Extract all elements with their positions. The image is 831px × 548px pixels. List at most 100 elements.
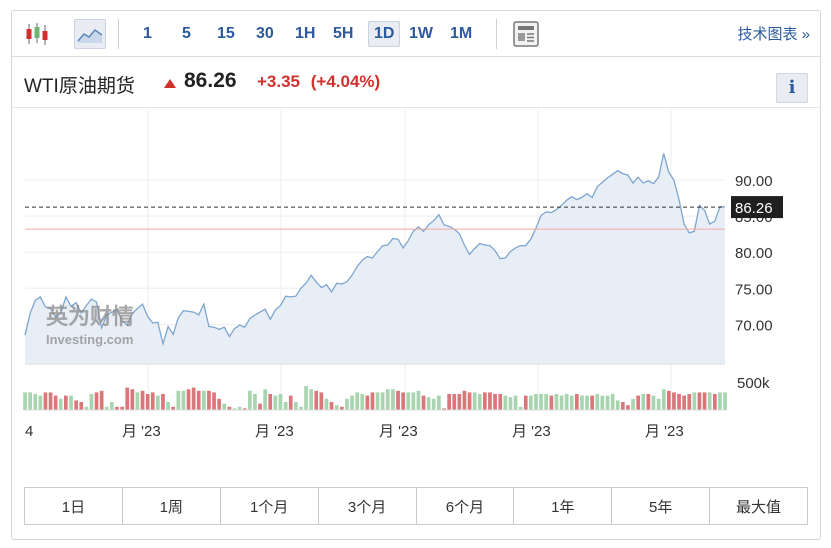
volume-bar <box>130 389 135 410</box>
interval-5h[interactable]: 5H <box>333 25 354 42</box>
volume-bar <box>84 406 89 410</box>
volume-bar <box>661 389 666 410</box>
interval-1w[interactable]: 1W <box>409 25 433 42</box>
volume-bar <box>375 392 380 410</box>
volume-bar <box>391 389 395 410</box>
volume-bar <box>232 408 237 410</box>
technical-chart-link[interactable]: 技术图表 » <box>737 26 810 43</box>
volume-bar <box>406 392 411 410</box>
quote-header: WTI原油期货 86.26 +3.35 (+4.04%) i <box>12 57 820 107</box>
info-button[interactable]: i <box>776 73 808 103</box>
volume-bar <box>248 390 252 410</box>
volume-bar <box>345 398 349 410</box>
volume-bar <box>707 392 712 410</box>
volume-bar <box>176 390 181 410</box>
volume-bar <box>186 389 191 410</box>
price-change-abs: +3.35 <box>257 72 301 91</box>
volume-bar <box>600 395 605 410</box>
x-tick-label: 月 '23 <box>122 423 161 440</box>
volume-bar <box>58 398 63 410</box>
area-chart-icon[interactable] <box>74 19 106 49</box>
volume-bar <box>196 390 201 410</box>
volume-bar <box>529 395 533 410</box>
volume-bar <box>237 406 242 410</box>
volume-bar <box>508 397 513 410</box>
volume-bar <box>268 394 273 410</box>
y-tick-label: 80.00 <box>735 245 773 262</box>
range-button-7[interactable]: 最大值 <box>736 498 782 516</box>
last-price: 86.26 <box>184 69 237 92</box>
volume-bar <box>697 392 702 410</box>
volume-bar <box>462 390 467 410</box>
volume-bar <box>723 392 727 410</box>
volume-bar <box>411 392 416 410</box>
interval-1h[interactable]: 1H <box>295 25 316 42</box>
interval-30[interactable]: 30 <box>256 25 274 42</box>
price-change-pct: (+4.04%) <box>310 72 381 91</box>
volume-bar <box>304 386 308 410</box>
y-tick-label: 90.00 <box>735 173 773 190</box>
volume-bar <box>370 392 375 410</box>
volume-bar <box>253 394 257 410</box>
volume-bar <box>544 394 548 410</box>
news-panel-icon[interactable] <box>510 19 542 49</box>
volume-bar <box>74 400 78 410</box>
volume-bar <box>580 395 584 410</box>
volume-bar <box>534 394 538 410</box>
volume-bar <box>483 392 487 410</box>
volume-bar <box>641 394 646 410</box>
volume-bar <box>365 395 370 410</box>
chart-toolbar: 1 5 15 30 1H 5H 1D 1W 1M 技术图表 » <box>12 11 820 57</box>
last-price-tag-label: 86.26 <box>735 200 773 217</box>
range-button-0[interactable]: 1日 <box>25 488 123 524</box>
volume-bar <box>135 392 140 410</box>
volume-bar <box>334 405 339 410</box>
volume-bar <box>299 406 303 410</box>
volume-bar <box>447 394 451 410</box>
range-button-5[interactable]: 1年 <box>514 488 613 524</box>
volume-bar <box>110 402 114 410</box>
volume-bar <box>621 402 625 410</box>
interval-1d[interactable]: 1D <box>368 21 401 47</box>
x-tick-label: 4 <box>25 423 33 440</box>
watermark-sub: Investing.com <box>46 332 133 347</box>
volume-bar <box>549 395 554 410</box>
volume-bar <box>518 406 523 410</box>
volume-bar <box>53 395 58 410</box>
up-arrow-icon <box>164 79 176 88</box>
interval-15[interactable]: 15 <box>217 25 235 42</box>
volume-bar <box>442 408 446 410</box>
range-button-1[interactable]: 1周 <box>123 488 221 524</box>
volume-bar <box>554 394 559 410</box>
volume-bar <box>64 395 68 410</box>
volume-bar <box>636 395 640 410</box>
volume-bar <box>575 394 579 410</box>
interval-1m[interactable]: 1M <box>450 25 473 42</box>
volume-bar <box>503 395 508 410</box>
range-button-4[interactable]: 6个月 <box>417 488 515 524</box>
range-button-3[interactable]: 3个月 <box>319 488 417 524</box>
volume-bar <box>145 394 150 410</box>
volume-bar <box>656 398 661 410</box>
volume-bar <box>120 406 124 410</box>
volume-bar <box>202 390 206 410</box>
interval-5[interactable]: 5 <box>182 25 191 42</box>
interval-1[interactable]: 1 <box>143 25 152 42</box>
volume-bar <box>646 394 651 410</box>
candlestick-icon[interactable] <box>22 19 52 49</box>
x-tick-label: 月 '23 <box>512 423 551 440</box>
volume-bar <box>191 387 196 410</box>
volume-bar <box>631 398 635 410</box>
volume-bar <box>329 402 334 410</box>
volume-bar <box>585 395 589 410</box>
volume-bar <box>421 395 426 410</box>
range-button-2[interactable]: 1个月 <box>221 488 319 524</box>
volume-bar <box>69 395 73 410</box>
volume-bar <box>687 394 692 410</box>
volume-bar <box>626 405 630 410</box>
volume-bar <box>452 394 457 410</box>
range-button-6[interactable]: 5年 <box>612 488 711 524</box>
volume-bar <box>477 394 482 410</box>
